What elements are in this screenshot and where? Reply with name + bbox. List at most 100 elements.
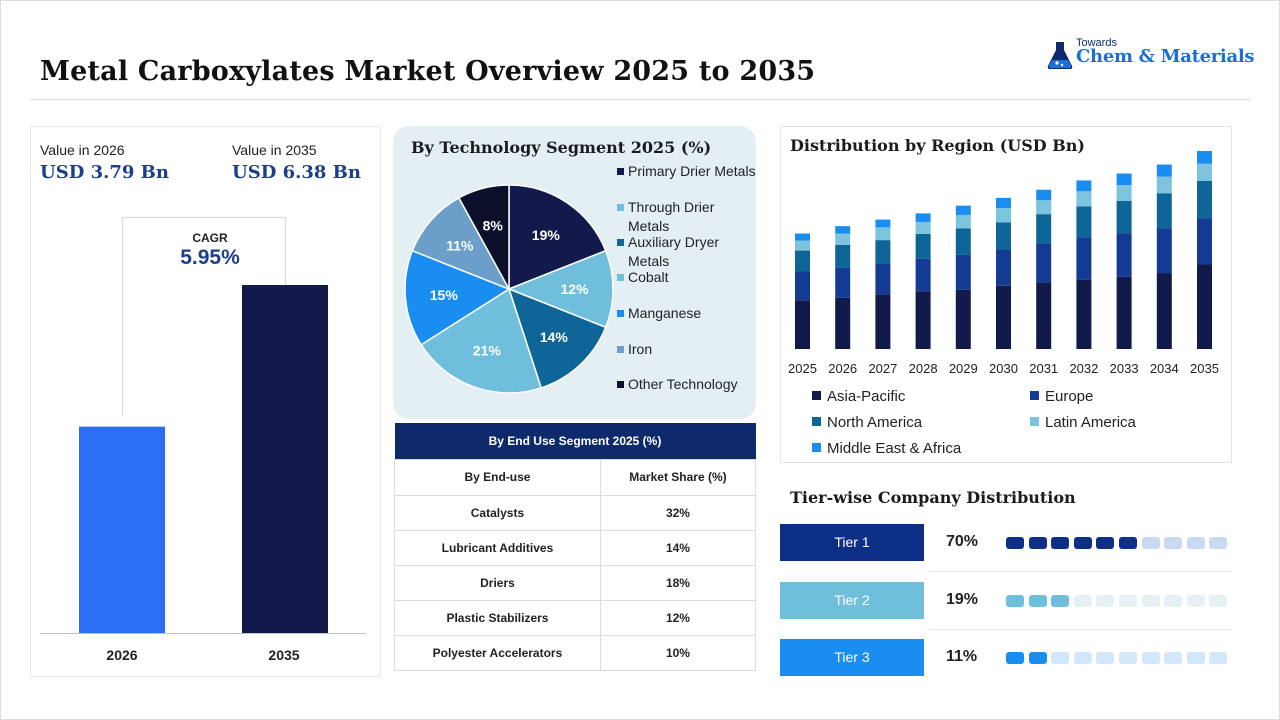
pie-slice-label: 8% [483, 218, 504, 234]
progress-block-empty [1164, 537, 1183, 549]
logo-small-text: Towards [1076, 37, 1117, 49]
progress-block-filled [1028, 595, 1047, 607]
stack-segment-europe [1036, 243, 1052, 283]
stack-segment-north-america [875, 240, 891, 264]
legend-swatch [812, 443, 821, 452]
progress-block-empty [1186, 595, 1205, 607]
stack-segment-latin-america [955, 214, 971, 229]
stack-segment-middle-east-africa [795, 233, 810, 241]
table-cell: 32% [599, 494, 757, 531]
table-header-end-use: By End-use [394, 458, 601, 496]
pie-legend-label: Iron [628, 341, 653, 357]
x-tick-label: 2033 [1110, 361, 1139, 376]
bar-baseline [40, 633, 366, 634]
stack-segment-asia-pacific [835, 297, 851, 349]
progress-block-empty [1096, 652, 1115, 664]
stack-segment-europe [1156, 228, 1172, 274]
tier-2-percentage: 19% [946, 591, 979, 608]
tier-3-label: Tier 3 [780, 639, 924, 676]
region-legend-label: North America [827, 414, 923, 431]
progress-block-filled [1006, 537, 1024, 549]
x-tick-label: 2030 [989, 361, 1018, 376]
progress-block-empty [1118, 652, 1137, 664]
value-2026: USD 3.79 Bn [40, 162, 169, 183]
pie-slice [506, 249, 614, 329]
stack-segment-asia-pacific [1156, 273, 1172, 349]
progress-block-empty [1073, 652, 1092, 664]
tier-3-progress [1006, 651, 1232, 665]
tier-divider [930, 629, 1232, 630]
stack-segment-north-america [915, 233, 931, 259]
x-tick-label: 2028 [909, 361, 938, 376]
pie-slice [420, 287, 543, 394]
table-row: Lubricant Additives 14% [394, 529, 757, 566]
stack-segment-asia-pacific [795, 300, 810, 349]
stack-segment-europe [1116, 233, 1132, 277]
stack-segment-europe [1076, 237, 1092, 280]
cagr-value: 5.95% [180, 246, 240, 269]
cagr-label: CAGR [192, 231, 228, 245]
stack-segment-europe [1197, 218, 1212, 265]
progress-block-empty [1186, 652, 1205, 664]
progress-block-filled [1006, 652, 1024, 664]
stack-segment-middle-east-africa [915, 213, 931, 222]
region-chart-title: Distribution by Region (USD Bn) [790, 136, 1085, 155]
progress-block-empty [1164, 595, 1183, 607]
legend-swatch [812, 417, 821, 426]
table-row: Plastic Stabilizers 12% [394, 599, 757, 636]
progress-block-empty [1209, 537, 1228, 549]
pie-slice [508, 184, 607, 291]
x-tick-label: 2027 [868, 361, 897, 376]
region-legend-item: Middle East & Africa [812, 440, 961, 457]
table-row: Driers 18% [394, 564, 757, 601]
progress-block-empty [1141, 652, 1160, 664]
progress-block-empty [1209, 652, 1228, 664]
table-cell: Polyester Accelerators [394, 634, 601, 671]
stack-segment-latin-america [835, 233, 851, 245]
stack-segment-middle-east-africa [835, 226, 851, 234]
stack-segment-middle-east-africa [1116, 173, 1132, 186]
stack-segment-north-america [1036, 214, 1052, 244]
table-cell: Catalysts [394, 494, 601, 531]
stack-segment-north-america [996, 222, 1011, 250]
stack-segment-middle-east-africa [1036, 189, 1052, 201]
legend-swatch [617, 310, 624, 317]
stack-segment-latin-america [795, 240, 810, 251]
progress-block-empty [1209, 595, 1228, 607]
stack-segment-north-america [835, 244, 851, 268]
x-tick-label: 2035 [1190, 361, 1219, 376]
bar-label-2026: 2026 [106, 647, 138, 663]
stack-segment-latin-america [1036, 200, 1052, 215]
progress-block-empty [1051, 652, 1070, 664]
progress-block-empty [1186, 537, 1205, 549]
region-legend-item: Latin America [1030, 414, 1136, 431]
progress-block-empty [1141, 537, 1160, 549]
pie-legend-label: Cobalt [628, 269, 669, 285]
tier-divider [930, 571, 1232, 572]
pie-slice [411, 196, 511, 291]
pie-legend-label: Manganese [628, 305, 702, 321]
stack-segment-latin-america [1197, 163, 1212, 181]
x-tick-label: 2032 [1069, 361, 1098, 376]
progress-block-filled [1006, 595, 1024, 607]
table-row: Polyester Accelerators 10% [394, 634, 757, 671]
region-legend-label: Middle East & Africa [827, 440, 962, 457]
legend-swatch [617, 346, 624, 353]
pie-slice-label: 11% [446, 238, 474, 254]
stack-segment-latin-america [1156, 176, 1172, 194]
progress-block-filled [1028, 652, 1047, 664]
tier-1-progress [1006, 536, 1232, 550]
bar-label-2035: 2035 [268, 647, 300, 663]
pie-slice-label: 19% [532, 227, 561, 243]
stack-segment-middle-east-africa [875, 219, 891, 228]
progress-block-filled [1051, 595, 1070, 607]
value-bar-2026 [79, 426, 165, 634]
legend-swatch [617, 239, 624, 246]
table-cell: 10% [599, 634, 757, 671]
stack-segment-north-america [955, 228, 971, 255]
stack-segment-middle-east-africa [1076, 180, 1092, 192]
x-tick-label: 2031 [1029, 361, 1058, 376]
region-legend-label: Europe [1045, 388, 1094, 405]
legend-swatch [812, 391, 821, 400]
table-title: By End Use Segment 2025 (%) [394, 423, 756, 459]
